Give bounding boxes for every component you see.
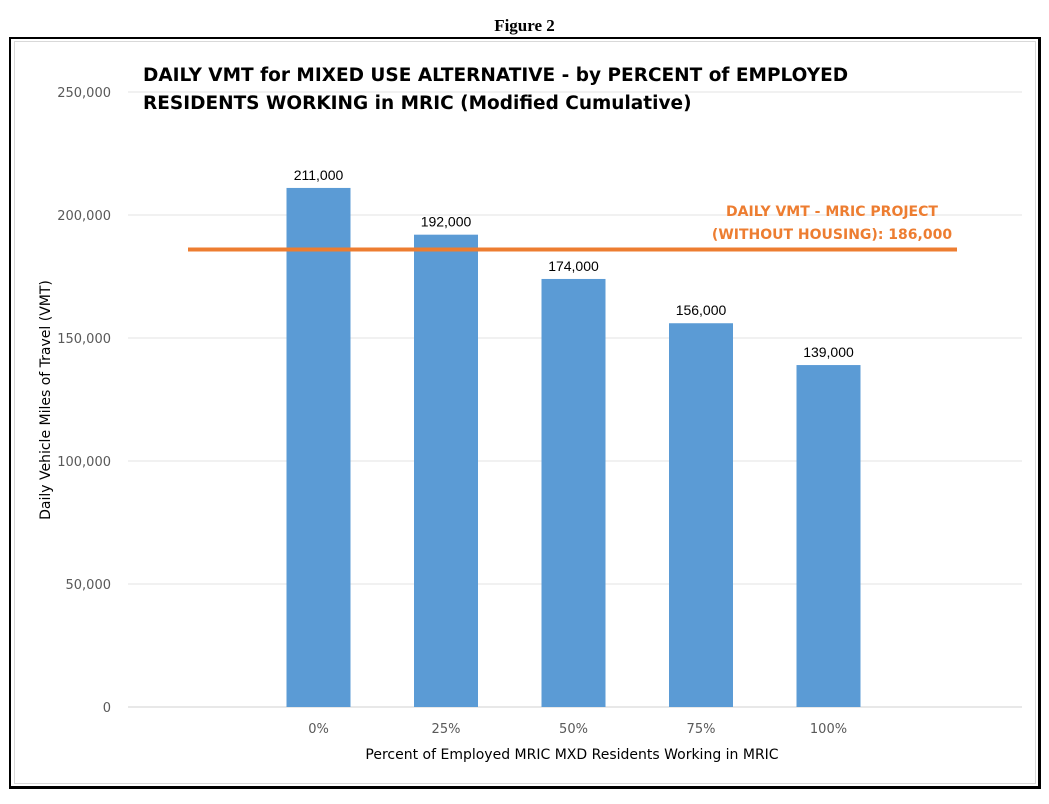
- data-label: 211,000: [294, 167, 344, 183]
- data-label: 139,000: [803, 344, 854, 360]
- bar: [541, 278, 606, 707]
- bar: [669, 323, 733, 707]
- bar: [796, 365, 861, 707]
- bar: [414, 234, 478, 707]
- y-tick-label: 100,000: [57, 455, 111, 470]
- chart-title-line-2: RESIDENTS WORKING in MRIC (Modified Cumu…: [143, 93, 692, 114]
- reference-line-label-1: DAILY VMT - MRIC PROJECT: [726, 204, 938, 220]
- y-tick-label: 50,000: [66, 578, 112, 593]
- y-tick-label: 250,000: [57, 86, 111, 101]
- gridlines: [128, 91, 1022, 708]
- reference-line-label-2: (WITHOUT HOUSING): 186,000: [712, 227, 952, 243]
- y-tick-label: 0: [103, 701, 111, 716]
- x-axis-title: Percent of Employed MRIC MXD Residents W…: [365, 747, 778, 763]
- data-label: 192,000: [421, 214, 472, 230]
- y-tick-label: 150,000: [57, 332, 111, 347]
- chart-area-border: [14, 41, 1036, 784]
- figure-caption: Figure 2: [494, 16, 555, 35]
- chart-title-line-1: DAILY VMT for MIXED USE ALTERNATIVE - by…: [143, 65, 848, 86]
- bars: [286, 187, 861, 707]
- y-axis-title: Daily Vehicle Miles of Travel (VMT): [38, 280, 54, 520]
- y-tick-label: 200,000: [57, 209, 111, 224]
- figure-frame: [9, 37, 1041, 789]
- x-tick-label: 50%: [559, 722, 588, 737]
- x-tick-label: 0%: [308, 722, 329, 737]
- x-axis-ticks: 0% 25% 50% 75% 100%: [308, 722, 847, 737]
- data-label: 174,000: [548, 258, 599, 274]
- x-tick-label: 25%: [432, 722, 461, 737]
- data-label: 156,000: [676, 302, 727, 318]
- bar: [286, 187, 351, 707]
- reference-line-group: DAILY VMT - MRIC PROJECT (WITHOUT HOUSING…: [188, 204, 957, 252]
- data-labels: 211,000 192,000 174,000 156,000 139,000: [294, 167, 854, 360]
- x-tick-label: 75%: [687, 722, 716, 737]
- y-axis-ticks: 0 50,000 100,000 150,000 200,000 250,000: [57, 86, 111, 716]
- x-tick-label: 100%: [810, 722, 847, 737]
